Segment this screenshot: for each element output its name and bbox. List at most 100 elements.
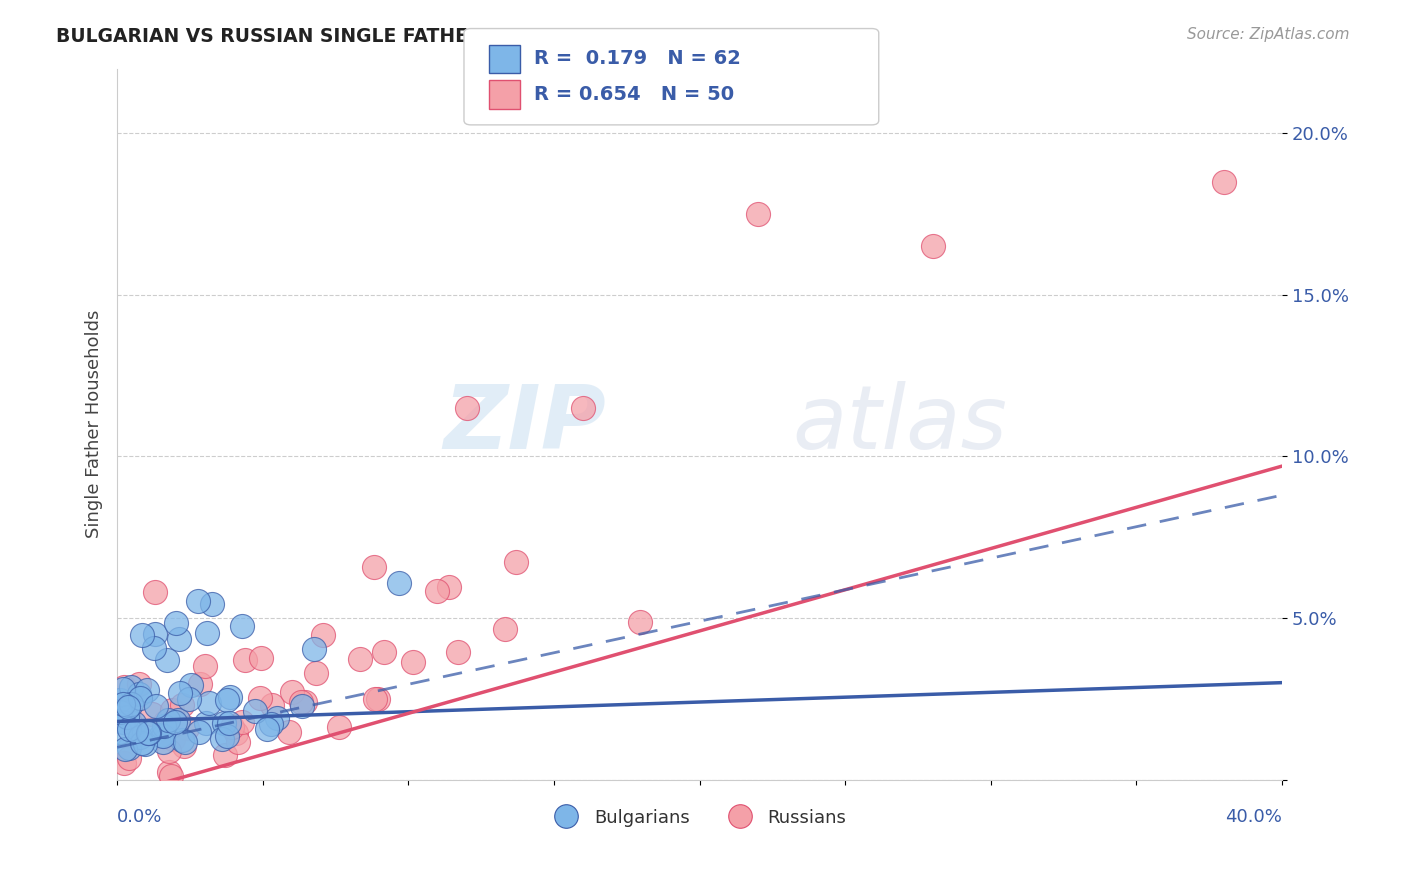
Point	[219, 690, 242, 705]
Point	[169, 686, 191, 700]
Point	[152, 734, 174, 748]
Point	[150, 728, 173, 742]
Point	[153, 718, 176, 732]
Point	[167, 713, 190, 727]
Point	[188, 677, 211, 691]
Point	[215, 730, 238, 744]
Point	[186, 594, 208, 608]
Point	[170, 733, 193, 747]
Point	[136, 682, 159, 697]
Point	[115, 709, 138, 723]
Point	[138, 726, 160, 740]
Point	[214, 748, 236, 763]
Point	[120, 697, 142, 711]
Point	[243, 704, 266, 718]
Point	[194, 658, 217, 673]
Point	[328, 720, 350, 734]
Point	[110, 705, 132, 719]
Point	[120, 680, 142, 694]
Point	[367, 692, 389, 706]
Point	[349, 652, 371, 666]
Point	[188, 725, 211, 739]
Point	[112, 680, 135, 694]
Point	[447, 645, 470, 659]
Text: Source: ZipAtlas.com: Source: ZipAtlas.com	[1187, 27, 1350, 42]
Point	[108, 725, 131, 739]
Point	[195, 625, 218, 640]
Point	[141, 707, 163, 722]
Point	[112, 681, 135, 696]
Point	[266, 711, 288, 725]
Point	[131, 735, 153, 749]
Text: R = 0.654   N = 50: R = 0.654 N = 50	[534, 85, 734, 104]
Point	[1212, 175, 1234, 189]
Point	[426, 583, 449, 598]
Point	[218, 716, 240, 731]
Point	[143, 627, 166, 641]
Point	[162, 732, 184, 747]
Point	[118, 740, 141, 755]
Point	[402, 655, 425, 669]
Point	[262, 698, 284, 712]
Text: R =  0.179   N = 62: R = 0.179 N = 62	[534, 49, 741, 69]
Point	[173, 739, 195, 753]
Point	[225, 726, 247, 740]
Point	[156, 713, 179, 727]
Point	[201, 597, 224, 611]
Point	[117, 699, 139, 714]
Point	[231, 619, 253, 633]
Text: 0.0%: 0.0%	[117, 808, 163, 826]
Point	[136, 726, 159, 740]
Point	[302, 642, 325, 657]
Point	[142, 641, 165, 656]
Point	[128, 676, 150, 690]
Point	[572, 401, 595, 415]
Point	[165, 616, 187, 631]
Point	[114, 742, 136, 756]
Point	[233, 653, 256, 667]
Point	[157, 744, 180, 758]
Point	[153, 714, 176, 729]
Point	[128, 690, 150, 705]
Point	[494, 622, 516, 636]
Point	[172, 698, 194, 713]
Point	[143, 584, 166, 599]
Point	[628, 615, 651, 630]
Point	[278, 725, 301, 739]
Point	[118, 722, 141, 736]
Y-axis label: Single Father Households: Single Father Households	[86, 310, 103, 538]
Point	[112, 697, 135, 711]
Point	[231, 715, 253, 730]
Point	[226, 735, 249, 749]
Point	[747, 207, 769, 221]
Point	[194, 715, 217, 730]
Point	[259, 717, 281, 731]
Point	[125, 724, 148, 739]
Point	[312, 628, 335, 642]
Point	[156, 653, 179, 667]
Point	[505, 555, 527, 569]
Point	[291, 698, 314, 713]
Text: atlas: atlas	[793, 381, 1008, 467]
Point	[305, 666, 328, 681]
Point	[214, 716, 236, 731]
Legend: Bulgarians, Russians: Bulgarians, Russians	[546, 801, 853, 835]
Point	[364, 691, 387, 706]
Point	[211, 732, 233, 747]
Point	[290, 695, 312, 709]
Point	[176, 721, 198, 735]
Point	[118, 750, 141, 764]
Point	[173, 735, 195, 749]
Point	[921, 239, 943, 253]
Point	[280, 685, 302, 699]
Point	[165, 714, 187, 729]
Point	[256, 722, 278, 736]
Point	[157, 764, 180, 779]
Point	[294, 695, 316, 709]
Point	[159, 769, 181, 783]
Point	[221, 721, 243, 735]
Point	[197, 696, 219, 710]
Point	[373, 645, 395, 659]
Point	[167, 632, 190, 646]
Text: ZIP: ZIP	[444, 381, 606, 467]
